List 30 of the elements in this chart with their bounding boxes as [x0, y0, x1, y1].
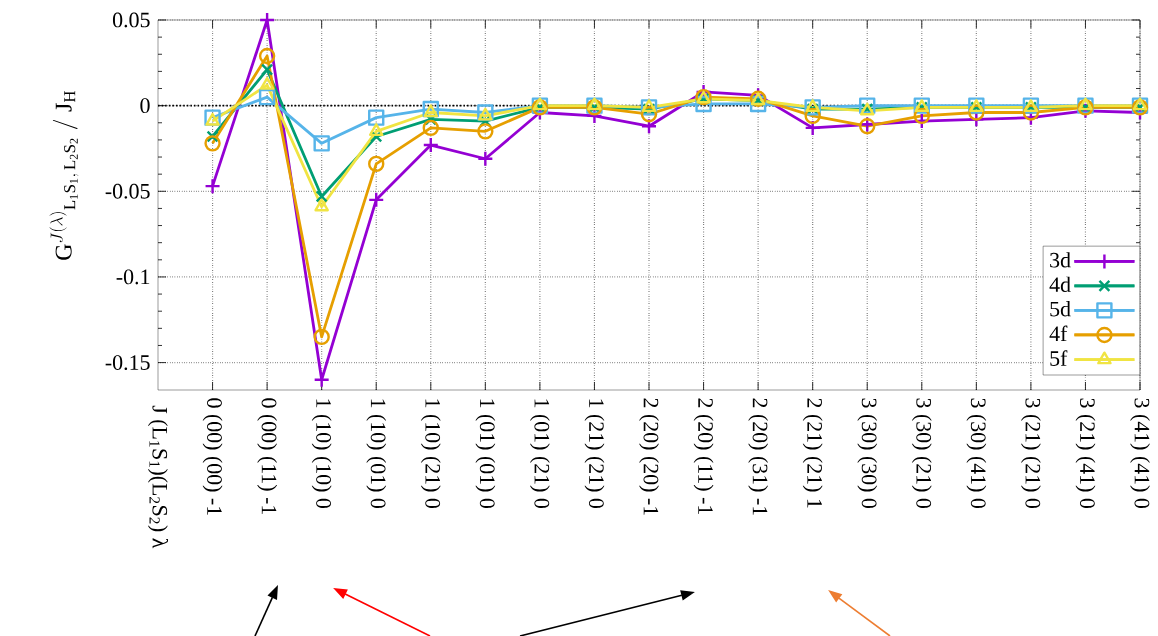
x-tick-label: 1 (10) (01) 0: [366, 399, 387, 509]
x-tick-label: 3 (30) (41) 0: [966, 398, 987, 509]
x-tick-label: 1 (01) (01) 0: [475, 399, 496, 509]
y-tick-label: 0: [140, 98, 150, 114]
x-tick-label: 0 (00) (00) -1: [202, 398, 223, 515]
legend-label: 4d: [1049, 276, 1071, 293]
x-tick-label: 3 (30) (21) 0: [911, 398, 932, 509]
x-tick-label: 2 (20) (20) -1: [639, 398, 659, 515]
legend-label: 5f: [1050, 350, 1068, 366]
text: J (L$_{1}$S$_{1}$)(L$_{2}$S$_{2}$) λ: [147, 405, 169, 549]
x-tick-label: 1 (10) (21) 0: [420, 399, 441, 509]
x-tick-label: 1 (10) (10) 0: [311, 399, 332, 509]
x-tick-label: 0 (00) (11) -1: [257, 398, 278, 515]
legend-label: 4f: [1049, 325, 1068, 342]
x-tick-label: 2 (20) (11) -1: [693, 398, 714, 515]
x-tick-label: 1 (01) (21) 0: [529, 399, 550, 509]
x-tick-label: 3 (30) (30) 0: [857, 398, 878, 509]
legend-label: 5d: [1050, 301, 1071, 317]
x-tick-label: 3 (21) (21) 0: [1020, 398, 1041, 509]
x-tick-label: 3 (21) (41) 0: [1075, 398, 1096, 509]
y-axis-title: $\mathrm{G}^{J(\lambda)}{}_{\mathrm{L_1S_1,\,L_2S_2}}\;/\;\mathrm{J_H}$: [49, 91, 79, 260]
legend-label: 3d: [1050, 252, 1071, 268]
y-tick-label: -0.05: [105, 183, 150, 199]
y-tick-label: -0.15: [105, 355, 150, 371]
x-tick-label: 2 (20) (31) -1: [748, 398, 769, 515]
x-tick-label: 2 (21) (21) 1: [802, 398, 823, 508]
x-tick-label: 3 (41) (41) 0: [1130, 398, 1150, 509]
x-tick-label: 1 (21) (21) 0: [584, 399, 605, 509]
y-tick-label: 0.05: [112, 12, 150, 28]
y-tick-label: -0.1: [116, 269, 150, 285]
